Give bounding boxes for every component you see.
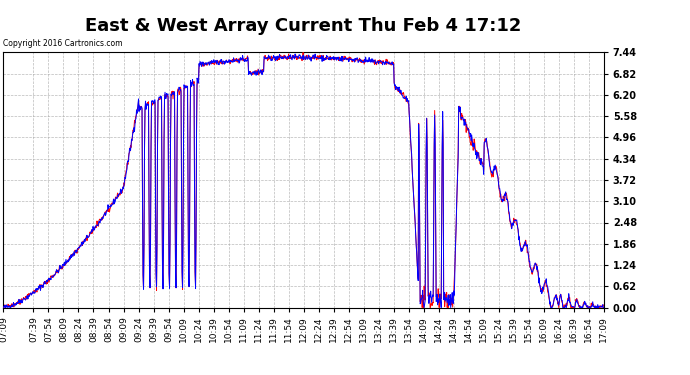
Text: Copyright 2016 Cartronics.com: Copyright 2016 Cartronics.com (3, 39, 123, 48)
Text: East & West Array Current Thu Feb 4 17:12: East & West Array Current Thu Feb 4 17:1… (86, 17, 522, 35)
